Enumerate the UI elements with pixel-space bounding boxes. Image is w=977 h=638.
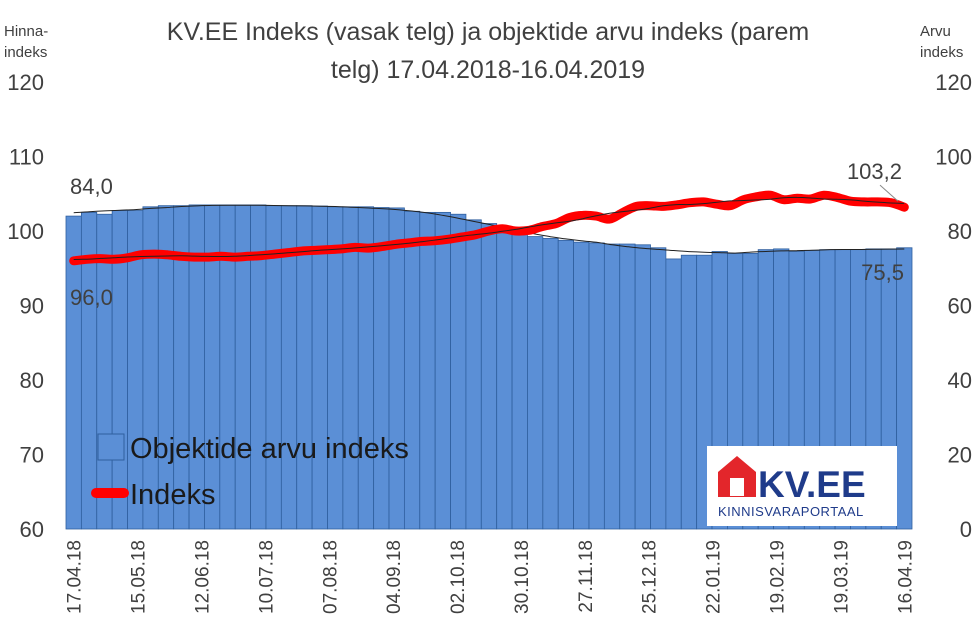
line-series (69, 190, 909, 266)
x-tick-label: 07.08.18 (320, 540, 341, 614)
left-axis-title-line-1: Hinna- (4, 23, 48, 40)
left-y-tick-label: 120 (7, 70, 44, 95)
x-tick-label: 17.04.18 (65, 540, 86, 614)
bar (373, 207, 390, 530)
x-tick-label: 02.10.18 (448, 540, 469, 614)
kvee-logo: KV.EE KINNISVARAPORTAAL (707, 446, 897, 526)
bar (527, 236, 544, 530)
bar (388, 207, 405, 530)
bar (511, 232, 528, 530)
right-y-tick-label: 80 (948, 219, 972, 244)
index-trendline (73, 196, 905, 260)
legend-label-bars: Objektide arvu indeks (130, 433, 409, 465)
x-tick-label: 25.12.18 (640, 540, 661, 614)
x-tick-label: 04.09.18 (384, 540, 405, 614)
bar (342, 206, 359, 530)
x-tick-label: 16.04.19 (895, 540, 916, 614)
bar (557, 239, 575, 530)
left-y-tick-label: 100 (7, 219, 44, 244)
legend: Objektide arvu indeks Indeks (91, 433, 409, 511)
right-y-tick-label: 60 (948, 294, 972, 319)
x-tick-label: 15.05.18 (129, 540, 150, 614)
right-axis-title-line-2: indeks (920, 44, 963, 61)
bar (603, 243, 621, 530)
x-tick-label: 12.06.18 (192, 540, 213, 614)
legend-label-line: Indeks (130, 479, 215, 511)
legend-swatch-bars (97, 433, 125, 461)
left-y-tick-label: 70 (20, 443, 44, 468)
x-tick-label: 30.10.18 (512, 540, 533, 614)
x-tick-label: 27.11.18 (576, 540, 597, 613)
bar (480, 223, 498, 530)
bar (327, 206, 344, 530)
bar (450, 213, 467, 530)
data-label-line-first: 96,0 (70, 285, 113, 310)
right-y-tick-label: 40 (948, 368, 972, 393)
left-y-tick-label: 110 (9, 145, 44, 170)
x-tick-label: 19.03.19 (831, 540, 852, 614)
bar (403, 210, 421, 530)
bar (634, 244, 651, 530)
right-axis-title-line-1: Arvu (920, 23, 951, 40)
bar (542, 238, 559, 530)
house-arrow-icon (730, 478, 744, 496)
house-icon (718, 456, 756, 497)
left-y-tick-label: 60 (20, 517, 44, 542)
data-label-leader-line (879, 184, 899, 202)
bar (680, 254, 698, 530)
chart-title-line-1: KV.EE Indeks (vasak telg) ja objektide a… (167, 18, 809, 46)
left-y-axis: 120 110 100 90 80 70 60 (7, 70, 44, 542)
right-y-axis: 120 100 80 60 40 20 0 (935, 70, 972, 542)
left-y-tick-label: 90 (20, 294, 44, 319)
right-y-tick-label: 120 (935, 70, 972, 95)
logo-tagline: KINNISVARAPORTAAL (718, 504, 864, 519)
bar (465, 219, 482, 530)
data-label-bar-last: 75,5 (861, 260, 904, 285)
bar (496, 228, 513, 530)
right-y-tick-label: 100 (935, 145, 972, 170)
bar-trendline (73, 204, 905, 254)
x-axis: 17.04.18 15.05.18 12.06.18 10.07.18 07.08.18… (65, 540, 917, 614)
right-y-tick-label: 0 (960, 517, 972, 542)
bar (896, 247, 913, 530)
x-tick-label: 22.01.19 (704, 540, 725, 614)
data-label-bar-first: 84,0 (70, 174, 113, 199)
right-y-tick-label: 20 (948, 443, 972, 468)
chart-title-line-2: telg) 17.04.2018-16.04.2019 (331, 56, 645, 84)
left-y-tick-label: 80 (20, 368, 44, 393)
x-tick-label: 10.07.18 (256, 540, 277, 614)
bar (357, 206, 375, 530)
x-tick-label: 19.02.19 (768, 540, 789, 614)
left-axis-title-line-2: indeks (4, 44, 47, 61)
bar (419, 211, 436, 530)
data-label-line-last: 103,2 (847, 159, 902, 184)
bar (619, 243, 636, 530)
bar (434, 211, 451, 530)
bar (588, 242, 605, 530)
bar (650, 247, 667, 530)
bar (573, 241, 590, 530)
bar (665, 258, 682, 530)
logo-brand: KV.EE (758, 464, 866, 505)
